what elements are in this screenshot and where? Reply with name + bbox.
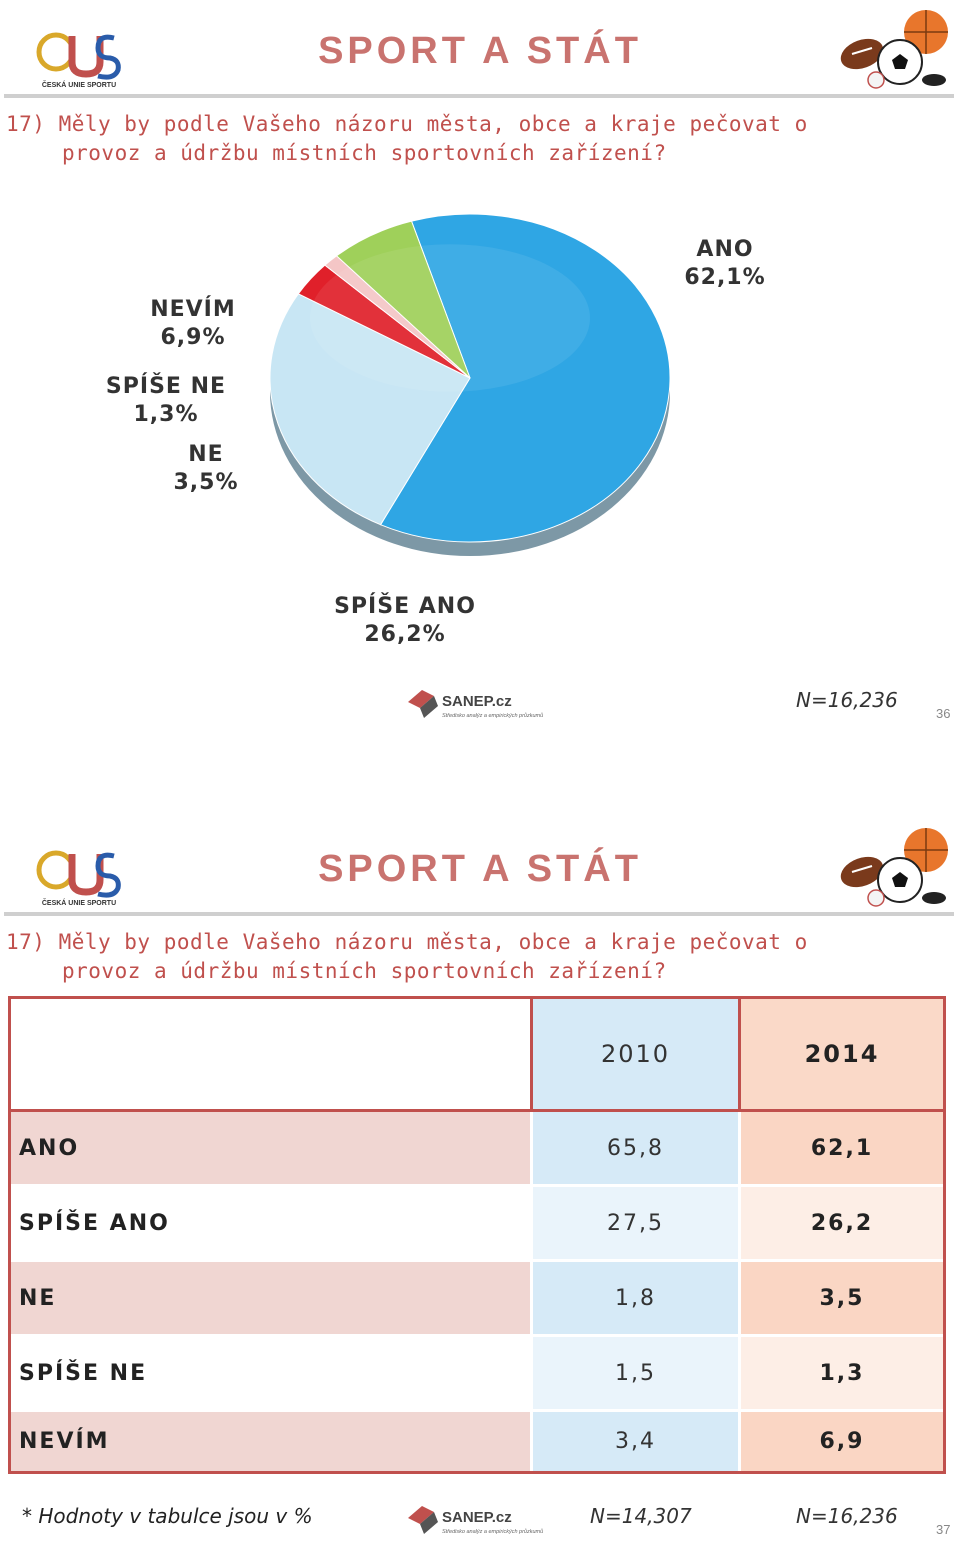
pie-label-ano: ANO 62,1% — [660, 236, 790, 292]
question-text: 17) Měly by podle Vašeho názoru města, o… — [6, 928, 906, 986]
sanep-logo: SANEP.cz Středisko analýz a empirických … — [408, 690, 543, 719]
sanep-logo-name: SANEP.cz — [442, 693, 512, 710]
header-divider-right — [738, 999, 741, 1109]
cell-nevim-2010: 3,4 — [533, 1412, 738, 1471]
header-2014: 2014 — [741, 999, 943, 1109]
cell-ano-2010: 65,8 — [533, 1112, 738, 1184]
pie-slice-spise-ano — [269, 293, 471, 526]
cell-spise-ne-2014: 1,3 — [741, 1337, 943, 1409]
cell-spise-ne-2010: 1,5 — [533, 1337, 738, 1409]
pie-label-nevim: NEVÍM 6,9% — [128, 296, 258, 352]
question-line-1: 17) Měly by podle Vašeho názoru města, o… — [6, 930, 808, 954]
pie-label-ne-name: NE — [188, 442, 224, 467]
slide-table: ČESKÁ UNIE SPORTU SPORT A STÁT 17) Měly … — [0, 818, 960, 1542]
sample-size: N=16,236 — [796, 688, 898, 712]
header-divider — [4, 912, 954, 916]
header-bottom-border — [11, 1109, 943, 1112]
cell-nevim-2014: 6,9 — [741, 1412, 943, 1471]
cell-ano-2014: 62,1 — [741, 1112, 943, 1184]
sanep-logo-tagline: Středisko analýz a empirických průzkumů — [442, 1528, 543, 1535]
page-number: 37 — [936, 1522, 951, 1537]
pie-label-nevim-name: NEVÍM — [150, 297, 236, 322]
footnote: * Hodnoty v tabulce jsou v % — [22, 1504, 313, 1528]
pie-label-ne: NE 3,5% — [146, 441, 266, 497]
row-label-spise-ano: SPÍŠE ANO — [11, 1187, 530, 1259]
logo-caption: ČESKÁ UNIE SPORTU — [42, 898, 116, 907]
page-number: 36 — [936, 706, 951, 721]
sample-size-2010: N=14,307 — [590, 1504, 692, 1528]
page-title: SPORT A STÁT — [318, 30, 642, 72]
pie-label-nevim-value: 6,9% — [160, 325, 226, 350]
question-text: 17) Měly by podle Vašeho názoru města, o… — [6, 110, 906, 168]
question-line-1: 17) Měly by podle Vašeho názoru města, o… — [6, 112, 808, 136]
slide-pie: ČESKÁ UNIE SPORTU SPORT A STÁT 17) Měly … — [0, 0, 960, 740]
cell-spise-ano-2010: 27,5 — [533, 1187, 738, 1259]
question-line-2: provoz a údržbu místních sportovních zař… — [62, 141, 667, 165]
pie-label-spise-ne-name: SPÍŠE NE — [105, 374, 227, 399]
sanep-logo: SANEP.cz Středisko analýz a empirických … — [408, 1506, 543, 1535]
sanep-logo-name: SANEP.cz — [442, 1509, 512, 1526]
cell-ne-2014: 3,5 — [741, 1262, 943, 1334]
header-2010: 2010 — [533, 999, 738, 1109]
table-corner-cell — [11, 999, 530, 1109]
pie-label-spise-ano-name: SPÍŠE ANO — [334, 594, 476, 619]
header-divider — [4, 94, 954, 98]
pie-label-spise-ne: SPÍŠE NE 1,3% — [96, 373, 236, 429]
sport-balls-icon — [840, 828, 948, 907]
results-table: 2010 2014 ANO 65,8 62,1 SPÍŠE ANO 27,5 2… — [8, 996, 946, 1474]
sport-balls-icon — [840, 10, 948, 89]
row-label-spise-ne: SPÍŠE NE — [11, 1337, 530, 1409]
question-line-2: provoz a údržbu místních sportovních zař… — [62, 959, 667, 983]
sanep-logo-tagline: Středisko analýz a empirických průzkumů — [442, 712, 543, 719]
cell-ne-2010: 1,8 — [533, 1262, 738, 1334]
row-label-ano: ANO — [11, 1112, 530, 1184]
page-title: SPORT A STÁT — [318, 848, 642, 890]
pie-label-ne-value: 3,5% — [173, 470, 239, 495]
cus-logo: ČESKÁ UNIE SPORTU — [36, 850, 121, 907]
pie-label-ano-name: ANO — [696, 237, 754, 262]
cell-spise-ano-2014: 26,2 — [741, 1187, 943, 1259]
pie-label-spise-ne-value: 1,3% — [133, 402, 199, 427]
sample-size-2014: N=16,236 — [796, 1504, 898, 1528]
pie-label-spise-ano-value: 26,2% — [364, 622, 446, 647]
pie-chart: ANO 62,1% NEVÍM 6,9% SPÍŠE NE 1,3% NE 3,… — [0, 0, 960, 740]
pie-slice-nevim — [335, 220, 471, 379]
row-label-ne: NE — [11, 1262, 530, 1334]
row-label-nevim: NEVÍM — [11, 1412, 530, 1471]
logo-caption: ČESKÁ UNIE SPORTU — [42, 80, 116, 89]
pie-gloss — [310, 244, 590, 392]
pie-slice-ano — [379, 213, 671, 543]
pie-svg — [269, 213, 671, 556]
header-divider-left — [530, 999, 533, 1109]
cus-logo: ČESKÁ UNIE SPORTU — [36, 32, 121, 89]
pie-label-ano-value: 62,1% — [684, 265, 766, 290]
pie-label-spise-ano: SPÍŠE ANO 26,2% — [320, 593, 490, 649]
